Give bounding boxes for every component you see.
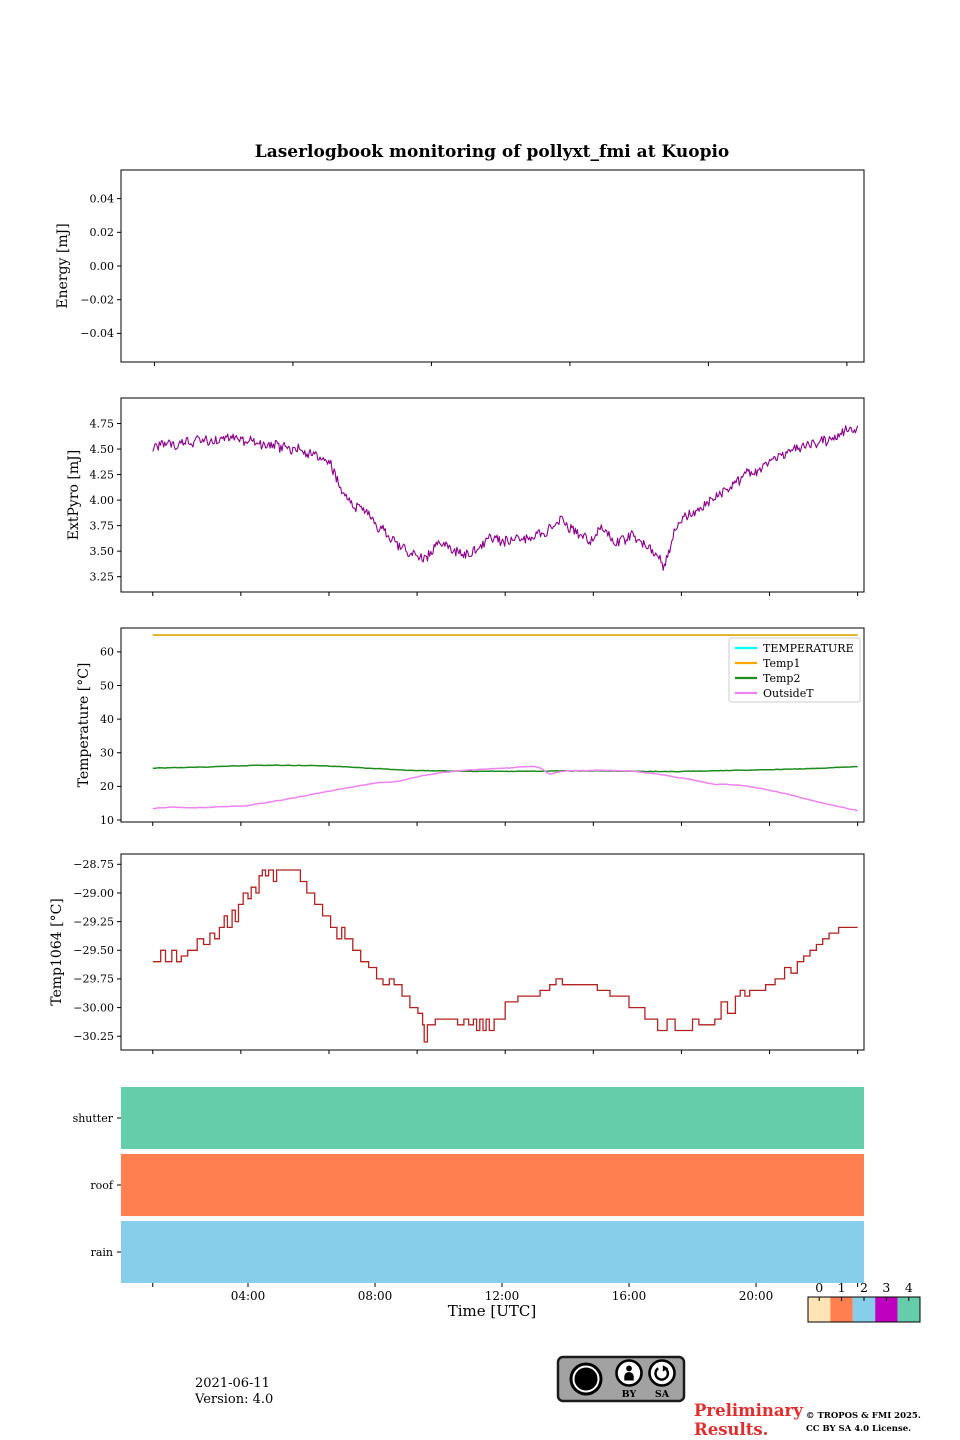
temp1064-chart: −28.75 −29.00 −29.25 −29.50 −29.75 −30.00 −30.… bbox=[73, 853, 865, 1054]
preliminary-line2: Results. bbox=[694, 1420, 769, 1439]
sa-arrow-icon bbox=[648, 1359, 676, 1387]
by-text: BY bbox=[622, 1389, 637, 1400]
y-tick-label: −30.25 bbox=[73, 1030, 114, 1043]
y-tick-label: −28.75 bbox=[73, 858, 114, 871]
y-tick-label: −0.04 bbox=[80, 327, 114, 340]
plot-version: Version: 4.0 bbox=[195, 1392, 274, 1407]
y-tick-label: −29.25 bbox=[73, 915, 114, 928]
sa-text: SA bbox=[655, 1389, 670, 1400]
y-tick-label: 0.02 bbox=[90, 226, 115, 239]
temperature-chart: 60 50 40 30 20 10 TEMPERATURE Temp1 Temp2 Outside… bbox=[100, 627, 865, 827]
status-row-label: shutter bbox=[73, 1112, 114, 1125]
plot-date: 2021-06-11 bbox=[195, 1376, 270, 1391]
extpyro-series bbox=[152, 425, 859, 571]
temperature-axis-label: Temperature [°C] bbox=[76, 662, 92, 788]
copyright-line1: © TROPOS & FMI 2025. bbox=[806, 1411, 921, 1421]
y-tick-label: 4.50 bbox=[90, 443, 115, 456]
legend-label: TEMPERATURE bbox=[763, 642, 854, 655]
colorbar-label: 3 bbox=[882, 1280, 890, 1295]
colorbar-label: 2 bbox=[860, 1280, 868, 1295]
y-tick-label: 10 bbox=[100, 814, 114, 827]
preliminary-note: Preliminary Results. bbox=[694, 1401, 803, 1439]
y-tick-label: 0.04 bbox=[90, 192, 115, 205]
y-tick-label: −30.00 bbox=[73, 1001, 114, 1014]
x-tick-label: 08:00 bbox=[358, 1289, 393, 1303]
axes-frame bbox=[120, 853, 865, 1051]
y-tick-label: 3.75 bbox=[90, 519, 115, 532]
y-tick-label: 50 bbox=[100, 679, 114, 692]
status-row-label: roof bbox=[90, 1179, 114, 1192]
colorbar-cell bbox=[808, 1297, 831, 1322]
y-tick-label: −29.75 bbox=[73, 973, 114, 986]
colorbar-cell bbox=[830, 1297, 853, 1322]
status-chart: shutter roof rain 04:00 08:00 12:00 16:00 20:00 bbox=[73, 1087, 864, 1303]
y-tick-label: 40 bbox=[100, 713, 114, 726]
energy-chart: 0.04 0.02 0.00 −0.02 −0.04 bbox=[80, 169, 865, 366]
y-tick-label: −29.00 bbox=[73, 887, 114, 900]
colorbar-label: 4 bbox=[905, 1280, 913, 1295]
x-tick-label: 04:00 bbox=[231, 1289, 266, 1303]
status-band-roof bbox=[121, 1154, 864, 1216]
copyright-line2: CC BY SA 4.0 License. bbox=[806, 1424, 912, 1434]
temp1064-axis-label: Temp1064 [°C] bbox=[49, 898, 65, 1006]
colorbar-cell bbox=[897, 1297, 920, 1322]
y-tick-label: 4.25 bbox=[90, 468, 115, 481]
temp1064-series bbox=[152, 869, 858, 1043]
footer-date-version: 2021-06-11 Version: 4.0 bbox=[195, 1376, 273, 1408]
legend-box bbox=[728, 637, 861, 703]
energy-axis-label: Energy [mJ] bbox=[55, 223, 71, 309]
y-tick-label: 3.25 bbox=[90, 570, 115, 583]
colorbar-cell bbox=[852, 1297, 876, 1322]
legend-label: Temp1 bbox=[763, 657, 800, 670]
status-band-shutter bbox=[121, 1087, 864, 1149]
y-tick-label: 60 bbox=[100, 646, 114, 659]
temp2-series bbox=[152, 764, 858, 773]
x-tick-label: 16:00 bbox=[612, 1289, 647, 1303]
cc-text: CC bbox=[577, 1374, 595, 1387]
preliminary-line1: Preliminary bbox=[694, 1401, 803, 1420]
y-tick-label: −29.50 bbox=[73, 944, 114, 957]
y-tick-label: −0.02 bbox=[80, 293, 114, 306]
y-tick-label: 0.00 bbox=[90, 260, 115, 273]
status-row-label: rain bbox=[91, 1246, 113, 1259]
y-tick-label: 20 bbox=[100, 780, 114, 793]
axes-frame bbox=[120, 627, 865, 823]
outsidet-series bbox=[152, 765, 858, 812]
y-tick-label: 3.50 bbox=[90, 545, 115, 558]
extpyro-axis-label: ExtPyro [mJ] bbox=[66, 449, 82, 541]
time-axis-label: Time [UTC] bbox=[447, 1302, 537, 1320]
status-band-rain bbox=[121, 1221, 864, 1283]
colorbar-frame bbox=[807, 1296, 921, 1323]
colorbar-label: 1 bbox=[838, 1280, 846, 1295]
axes-frame bbox=[120, 397, 865, 593]
y-tick-label: 4.00 bbox=[90, 494, 115, 507]
axes-frame bbox=[120, 169, 865, 363]
colorbar-cell bbox=[875, 1297, 898, 1322]
x-tick-label: 12:00 bbox=[485, 1289, 520, 1303]
copyright-note: © TROPOS & FMI 2025. CC BY SA 4.0 Licens… bbox=[806, 1410, 921, 1436]
legend-label: OutsideT bbox=[763, 687, 814, 700]
y-tick-label: 30 bbox=[100, 747, 114, 760]
temperature-legend: TEMPERATURE Temp1 Temp2 OutsideT bbox=[728, 637, 861, 703]
cc-license-badge: CC BY SA bbox=[556, 1355, 686, 1403]
page-title: Laserlogbook monitoring of pollyxt_fmi a… bbox=[254, 142, 730, 162]
extpyro-chart: 4.75 4.50 4.25 4.00 3.75 3.50 3.25 bbox=[90, 397, 865, 596]
colorbar-label: 0 bbox=[815, 1280, 823, 1295]
legend-label: Temp2 bbox=[763, 672, 800, 685]
y-tick-label: 4.75 bbox=[90, 417, 115, 430]
x-tick-label: 20:00 bbox=[739, 1289, 774, 1303]
